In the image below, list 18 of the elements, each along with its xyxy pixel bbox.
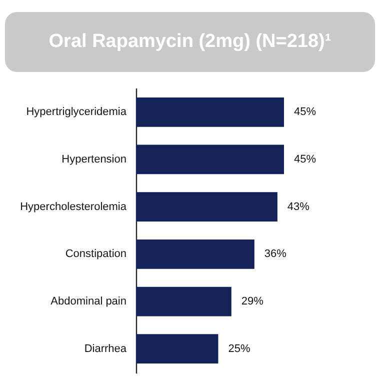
bar	[136, 286, 232, 316]
bar	[136, 97, 284, 127]
y-tick-label: Hypertension	[62, 153, 126, 166]
data-label: 45%	[294, 106, 316, 118]
data-label: 43%	[287, 200, 310, 213]
bar	[136, 144, 284, 174]
y-tick-label: Hypertriglyceridemia	[26, 106, 128, 118]
data-label: 36%	[264, 248, 287, 260]
data-label: 45%	[294, 153, 316, 166]
bar	[136, 239, 254, 269]
bar	[136, 334, 218, 364]
data-label: 29%	[241, 296, 264, 308]
y-tick-label: Abdominal pain	[50, 296, 126, 308]
y-tick-label: Diarrhea	[84, 342, 128, 355]
data-label: 25%	[228, 342, 250, 355]
y-tick-label: Hypercholesterolemia	[20, 200, 128, 213]
bar	[136, 192, 278, 222]
y-tick-label: Constipation	[65, 248, 126, 260]
